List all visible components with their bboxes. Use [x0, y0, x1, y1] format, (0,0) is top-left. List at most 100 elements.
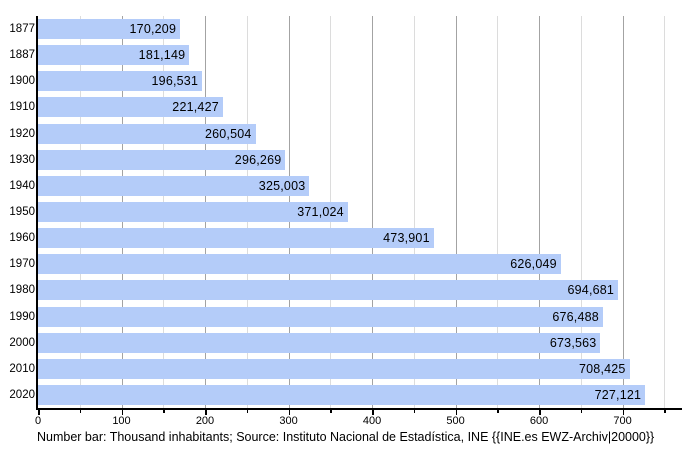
bar-2000: 673,563 — [38, 332, 601, 353]
major-tick-0 — [38, 410, 40, 415]
minor-tick-150 — [163, 410, 165, 413]
year-label-2000: 2000 — [9, 336, 35, 349]
bar-value-label-1877: 170,209 — [129, 22, 177, 37]
bar-value-label-1990: 676,488 — [552, 309, 599, 324]
year-label-1970: 1970 — [9, 258, 35, 271]
bar-value-label-1940: 325,003 — [258, 178, 306, 193]
bar-2020: 727,121 — [38, 385, 646, 406]
x-axis-line — [36, 408, 682, 410]
bar-1970: 626,049 — [38, 254, 561, 275]
major-gridline-400 — [372, 16, 374, 408]
bar-value-label-1900: 196,531 — [151, 74, 199, 89]
major-tick-600 — [539, 410, 541, 415]
bar-row-1910: 221,427 — [38, 94, 681, 120]
x-tick-label-100: 100 — [112, 415, 131, 427]
bar-1950: 371,024 — [38, 202, 348, 223]
year-label-1960: 1960 — [9, 232, 35, 245]
year-label-2020: 2020 — [9, 389, 35, 402]
minor-tick-50 — [79, 410, 82, 413]
chart-caption: Number bar: Thousand inhabitants; Source… — [37, 430, 655, 444]
minor-tick-450 — [413, 410, 416, 413]
bar-row-1940: 325,003 — [38, 173, 681, 199]
x-tick-label-0: 0 — [34, 415, 42, 427]
major-gridline-600 — [539, 16, 541, 408]
bar-row-1980: 694,681 — [38, 277, 681, 303]
year-label-1990: 1990 — [9, 310, 35, 323]
major-tick-500 — [455, 410, 458, 415]
bar-1960: 473,901 — [38, 228, 434, 249]
bar-value-label-1970: 626,049 — [510, 257, 557, 272]
bar-row-1990: 676,488 — [38, 304, 681, 330]
bar-value-label-1887: 181,149 — [138, 48, 186, 63]
bar-value-label-2010: 708,425 — [578, 361, 626, 376]
major-tick-700 — [622, 410, 625, 415]
bar-1910: 221,427 — [38, 97, 223, 118]
major-gridline-500 — [455, 16, 457, 408]
y-axis-line — [36, 16, 38, 410]
major-tick-300 — [288, 410, 291, 415]
bar-row-1900: 196,531 — [38, 68, 681, 94]
bar-value-label-1920: 260,504 — [204, 126, 252, 141]
bar-row-1887: 181,149 — [38, 42, 681, 68]
bar-2010: 708,425 — [38, 358, 630, 379]
bar-row-1877: 170,209 — [38, 16, 681, 42]
bar-row-1960: 473,901 — [38, 225, 681, 251]
bar-row-1920: 260,504 — [38, 121, 681, 147]
year-label-1930: 1930 — [9, 153, 35, 166]
bar-row-2000: 673,563 — [38, 330, 681, 356]
bar-1877: 170,209 — [38, 19, 181, 40]
year-label-1940: 1940 — [9, 179, 35, 192]
bar-value-label-1980: 694,681 — [567, 283, 615, 298]
x-tick-label-400: 400 — [362, 415, 382, 427]
year-label-1900: 1900 — [9, 75, 35, 88]
bar-row-2010: 708,425 — [38, 356, 681, 382]
bar-1990: 676,488 — [38, 306, 603, 327]
x-tick-label-200: 200 — [195, 415, 215, 427]
year-label-1950: 1950 — [9, 206, 35, 219]
bar-1980: 694,681 — [38, 280, 619, 301]
year-label-1877: 1877 — [9, 23, 35, 36]
plot-area: 170,209 181,149 196,531 221,427 260,504 296,2… — [38, 16, 681, 408]
x-tick-label-600: 600 — [529, 415, 549, 427]
x-tick-label-300: 300 — [279, 415, 298, 427]
minor-tick-650 — [580, 410, 583, 413]
year-label-1980: 1980 — [9, 284, 35, 297]
bar-row-1930: 296,269 — [38, 147, 681, 173]
bar-value-label-1950: 371,024 — [297, 205, 344, 220]
y-axis-year-labels: 1877 1887 1900 1910 1920 1930 1940 1950 1960 1970… — [0, 16, 36, 408]
minor-tick-350 — [330, 410, 332, 413]
minor-gridline-650 — [580, 16, 582, 408]
major-tick-100 — [121, 410, 123, 415]
x-tick-label-500: 500 — [446, 415, 465, 427]
year-label-2010: 2010 — [9, 362, 35, 375]
bar-1887: 181,149 — [38, 45, 190, 66]
x-axis-ticks — [38, 410, 681, 416]
x-axis-tick-labels: 0 100 200 300 400 500 600 700 — [35, 413, 681, 427]
bar-value-label-1960: 473,901 — [383, 231, 430, 246]
bar-value-label-1910: 221,427 — [172, 100, 219, 115]
bar-row-2020: 727,121 — [38, 382, 681, 408]
major-tick-200 — [205, 410, 207, 415]
bar-1900: 196,531 — [38, 71, 203, 92]
minor-gridline-750 — [664, 16, 666, 408]
minor-tick-550 — [497, 410, 499, 413]
bar-value-label-1930: 296,269 — [234, 152, 282, 167]
major-gridline-700 — [622, 16, 624, 408]
minor-tick-750 — [664, 410, 666, 413]
major-tick-400 — [372, 410, 374, 415]
bars-layer: 170,209 181,149 196,531 221,427 260,504 296,2… — [38, 16, 681, 408]
minor-tick-250 — [246, 410, 249, 413]
bar-value-label-2000: 673,563 — [549, 335, 597, 350]
year-label-1887: 1887 — [9, 49, 35, 62]
bar-row-1970: 626,049 — [38, 251, 681, 277]
bar-row-1950: 371,024 — [38, 199, 681, 225]
minor-gridline-550 — [497, 16, 499, 408]
bar-1940: 325,003 — [38, 175, 310, 196]
year-label-1910: 1910 — [9, 101, 35, 114]
bar-value-label-2020: 727,121 — [594, 388, 642, 403]
year-label-1920: 1920 — [9, 127, 35, 140]
bar-1930: 296,269 — [38, 149, 286, 170]
x-tick-label-700: 700 — [613, 415, 632, 427]
minor-gridline-450 — [413, 16, 415, 408]
